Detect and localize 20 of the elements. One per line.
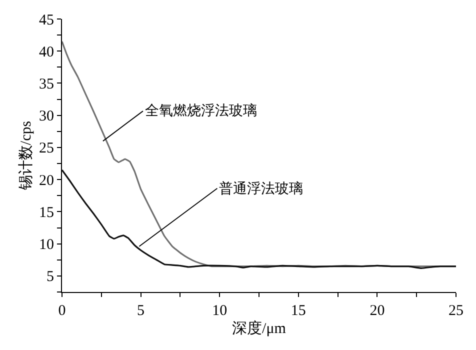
y-axis-title: 锡计数/cps — [17, 120, 34, 192]
y-tick-label: 30 — [39, 108, 54, 125]
y-tick-label: 40 — [39, 44, 54, 60]
x-tick-label: 25 — [448, 303, 464, 319]
x-tick-label: 10 — [212, 303, 228, 319]
annotation: 全氧燃烧浮法玻璃 — [145, 103, 257, 119]
y-tick-label: 15 — [39, 204, 54, 221]
annotation: 普通浮法玻璃 — [219, 180, 303, 197]
line-series — [62, 169, 456, 270]
y-tick-label: 45 — [39, 12, 54, 28]
x-tick-label: 15 — [290, 303, 306, 319]
x-tick-label: 20 — [370, 303, 385, 319]
y-tick-label: 35 — [39, 76, 54, 92]
x-tick-label: 0 — [58, 303, 66, 319]
y-tick-label: 25 — [39, 140, 54, 157]
x-tick-label: 5 — [137, 303, 145, 319]
x-axis-title: 深度/μm — [232, 320, 286, 337]
y-tick-label: 5 — [46, 269, 54, 286]
y-tick-label: 10 — [39, 237, 54, 254]
y-tick-label: 20 — [39, 172, 54, 189]
